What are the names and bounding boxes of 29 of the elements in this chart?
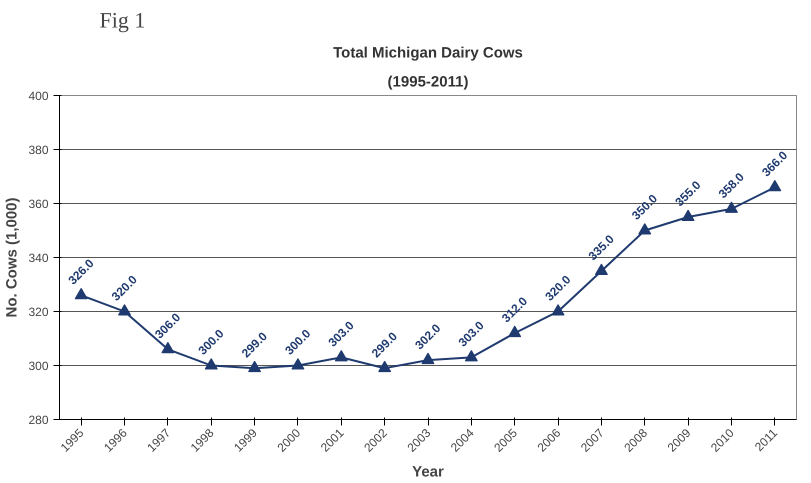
point [161,342,174,354]
point [74,288,88,300]
point [508,326,522,338]
y-tick-label: 280 [28,413,49,427]
y-axis-title: No. Cows (1,000) [3,197,20,318]
point [768,180,782,192]
point [204,358,218,370]
point [464,350,478,362]
y-tick-label: 320 [28,305,49,319]
point [291,358,304,370]
point [118,304,132,316]
y-tick-label: 340 [28,251,49,265]
y-tick-label: 360 [28,197,49,211]
point [334,350,348,362]
point [682,210,695,221]
point [422,352,434,364]
y-tick-label: 380 [28,143,49,157]
chart-title: Total Michigan Dairy Cows [333,44,523,62]
x-axis-title: Year [412,464,444,481]
chart-subtitle: (1995-2011) [388,74,468,90]
point [378,360,392,372]
point [594,264,608,275]
y-tick-label: 300 [28,359,49,373]
point [552,304,565,316]
caption: Fig 1 [100,8,146,32]
point [724,201,738,213]
point [248,360,262,372]
point [638,223,652,234]
y-tick-label: 400 [28,89,49,103]
